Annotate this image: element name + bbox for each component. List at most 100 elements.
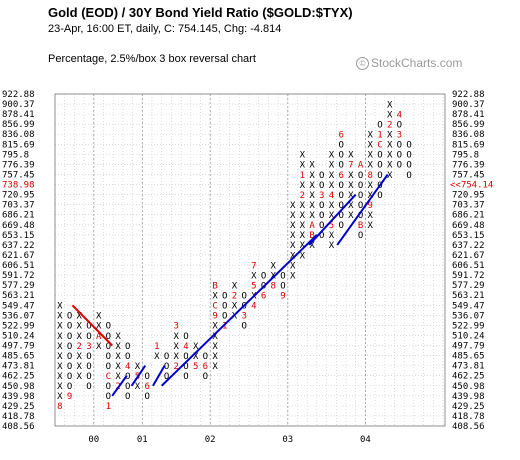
x-box: X <box>212 292 218 302</box>
month-marker: 4 <box>251 302 256 312</box>
y-tick-label-right: 720.95 <box>452 191 485 201</box>
x-box: X <box>348 151 354 161</box>
x-box: X <box>300 161 306 171</box>
month-marker: 8 <box>271 281 276 291</box>
o-box: O <box>280 281 285 291</box>
month-marker: 1 <box>300 171 305 181</box>
x-box: X <box>368 151 374 161</box>
y-tick-label-right: 473.81 <box>452 362 485 372</box>
x-box: X <box>57 302 63 312</box>
y-tick-label-left: 900.37 <box>2 100 35 110</box>
y-tick-label-right: 836.08 <box>452 130 485 140</box>
y-tick-label-right: 606.51 <box>452 261 485 271</box>
o-box: O <box>338 181 343 191</box>
y-tick-label-right: 878.41 <box>452 110 485 120</box>
month-marker: A <box>309 221 315 231</box>
o-box: O <box>358 191 363 201</box>
y-tick-label-right: 669.48 <box>452 221 485 231</box>
x-box: X <box>329 241 335 251</box>
x-box: X <box>271 261 277 271</box>
x-box: X <box>174 352 180 362</box>
x-tick-label: 01 <box>137 435 148 445</box>
x-box: X <box>115 372 121 382</box>
y-tick-label-left: 637.22 <box>2 241 35 251</box>
month-marker: 7 <box>251 261 256 271</box>
x-box: X <box>387 171 393 181</box>
o-box: O <box>319 231 324 241</box>
box-size-info: Percentage, 2.5%/box 3 box reversal char… <box>48 53 256 65</box>
month-marker: 5 <box>329 221 334 231</box>
y-tick-label-left: 795.8 <box>2 150 29 160</box>
month-marker: 4 <box>329 191 334 201</box>
month-marker: 9 <box>67 392 72 402</box>
o-box: O <box>338 221 343 231</box>
y-tick-label-left: 549.47 <box>2 301 35 311</box>
month-marker: 7 <box>348 161 353 171</box>
x-box: X <box>212 352 218 362</box>
plot-border <box>54 93 446 427</box>
o-box: O <box>358 181 363 191</box>
o-box: O <box>319 181 324 191</box>
x-box: X <box>309 181 315 191</box>
o-box: O <box>397 161 402 171</box>
y-tick-label-left: 577.29 <box>2 281 35 291</box>
watermark-label: StockCharts.com <box>371 56 463 70</box>
x-box: X <box>329 181 335 191</box>
x-box: X <box>348 181 354 191</box>
o-box: O <box>241 292 246 302</box>
o-box: O <box>164 372 169 382</box>
o-box: O <box>183 362 188 372</box>
o-box: O <box>125 342 130 352</box>
x-box: X <box>300 201 306 211</box>
y-tick-label-left: 439.98 <box>2 392 35 402</box>
x-box: X <box>57 322 63 332</box>
o-box: O <box>183 332 188 342</box>
o-box: O <box>144 372 149 382</box>
y-tick-label-left: 720.95 <box>2 191 35 201</box>
month-marker: 1 <box>154 342 159 352</box>
o-box: O <box>86 322 91 332</box>
month-marker: 2 <box>232 292 237 302</box>
x-box: X <box>387 131 393 141</box>
o-box: O <box>241 322 246 332</box>
x-box: X <box>368 181 374 191</box>
y-tick-label-right: 591.72 <box>452 271 485 281</box>
o-box: O <box>67 322 72 332</box>
y-tick-label-right: 497.79 <box>452 342 485 352</box>
y-tick-label-right: 450.98 <box>452 382 485 392</box>
o-box: O <box>183 352 188 362</box>
y-tick-label-left: 462.25 <box>2 372 35 382</box>
o-box: O <box>319 211 324 221</box>
o-box: O <box>86 332 91 342</box>
x-box: X <box>212 342 218 352</box>
o-box: O <box>67 352 72 362</box>
x-box: X <box>290 201 296 211</box>
month-marker: 8 <box>57 402 62 412</box>
o-box: O <box>183 372 188 382</box>
o-box: O <box>222 292 227 302</box>
o-box: O <box>67 382 72 392</box>
x-box: X <box>300 181 306 191</box>
month-marker: 6 <box>144 382 149 392</box>
x-box: X <box>77 362 83 372</box>
month-marker: 4 <box>397 110 402 120</box>
o-box: O <box>358 171 363 181</box>
x-box: X <box>329 151 335 161</box>
y-tick-label-right: 522.99 <box>452 321 485 331</box>
trendline <box>336 173 389 246</box>
o-box: O <box>222 302 227 312</box>
y-tick-label-left: 856.99 <box>2 120 35 130</box>
x-box: X <box>387 110 393 120</box>
trendline <box>71 304 113 347</box>
y-tick-label-right: 686.21 <box>452 211 485 221</box>
x-box: X <box>290 251 296 261</box>
month-marker: 3 <box>86 342 91 352</box>
x-box: X <box>300 211 306 221</box>
o-box: O <box>377 120 382 130</box>
x-box: X <box>290 271 296 281</box>
x-box: X <box>329 201 335 211</box>
month-marker: A <box>358 161 364 171</box>
month-marker: 3 <box>397 131 402 141</box>
o-box: O <box>67 372 72 382</box>
month-marker: 1 <box>106 402 111 412</box>
